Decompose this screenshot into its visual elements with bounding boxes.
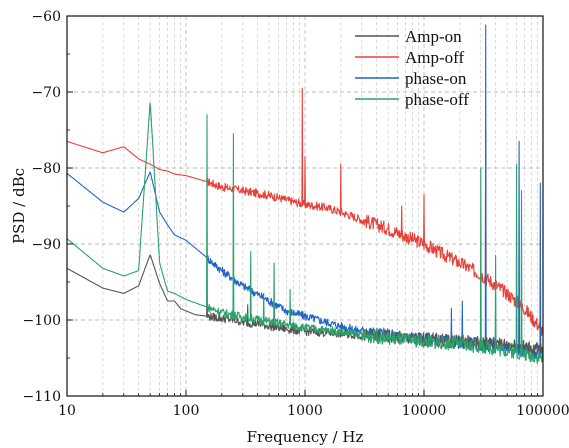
series-line-phase-off xyxy=(66,102,544,365)
x-tick-label: 1000 xyxy=(287,403,323,419)
legend-label-amp-on: Amp-on xyxy=(405,27,462,46)
y-tick-label: −70 xyxy=(31,85,61,101)
y-axis-title: PSD / dBc xyxy=(10,168,28,244)
y-tick-label: −90 xyxy=(31,237,61,253)
y-axis: −110 −100 −90 −80 −70 −60 xyxy=(23,9,73,405)
y-tick-label: −100 xyxy=(23,313,61,329)
x-axis: 10 100 1000 10000 100000 xyxy=(58,390,569,419)
legend: Amp-on Amp-off phase-on phase-off xyxy=(355,27,469,109)
x-tick-label: 10000 xyxy=(402,403,447,419)
series-line-phase-on xyxy=(66,24,544,360)
y-tick-label: −60 xyxy=(31,9,61,25)
x-axis-title: Frequency / Hz xyxy=(247,428,364,446)
y-tick-label: −80 xyxy=(31,161,61,177)
legend-label-phase-off: phase-off xyxy=(405,90,469,109)
x-tick-label: 100 xyxy=(173,403,200,419)
y-tick-label: −110 xyxy=(23,389,61,405)
legend-label-phase-on: phase-on xyxy=(405,69,467,88)
legend-label-amp-off: Amp-off xyxy=(405,48,465,67)
x-tick-label: 10 xyxy=(58,403,76,419)
series-lines xyxy=(66,24,544,365)
x-tick-label: 100000 xyxy=(516,403,569,419)
series-line-amp-off xyxy=(66,87,544,337)
